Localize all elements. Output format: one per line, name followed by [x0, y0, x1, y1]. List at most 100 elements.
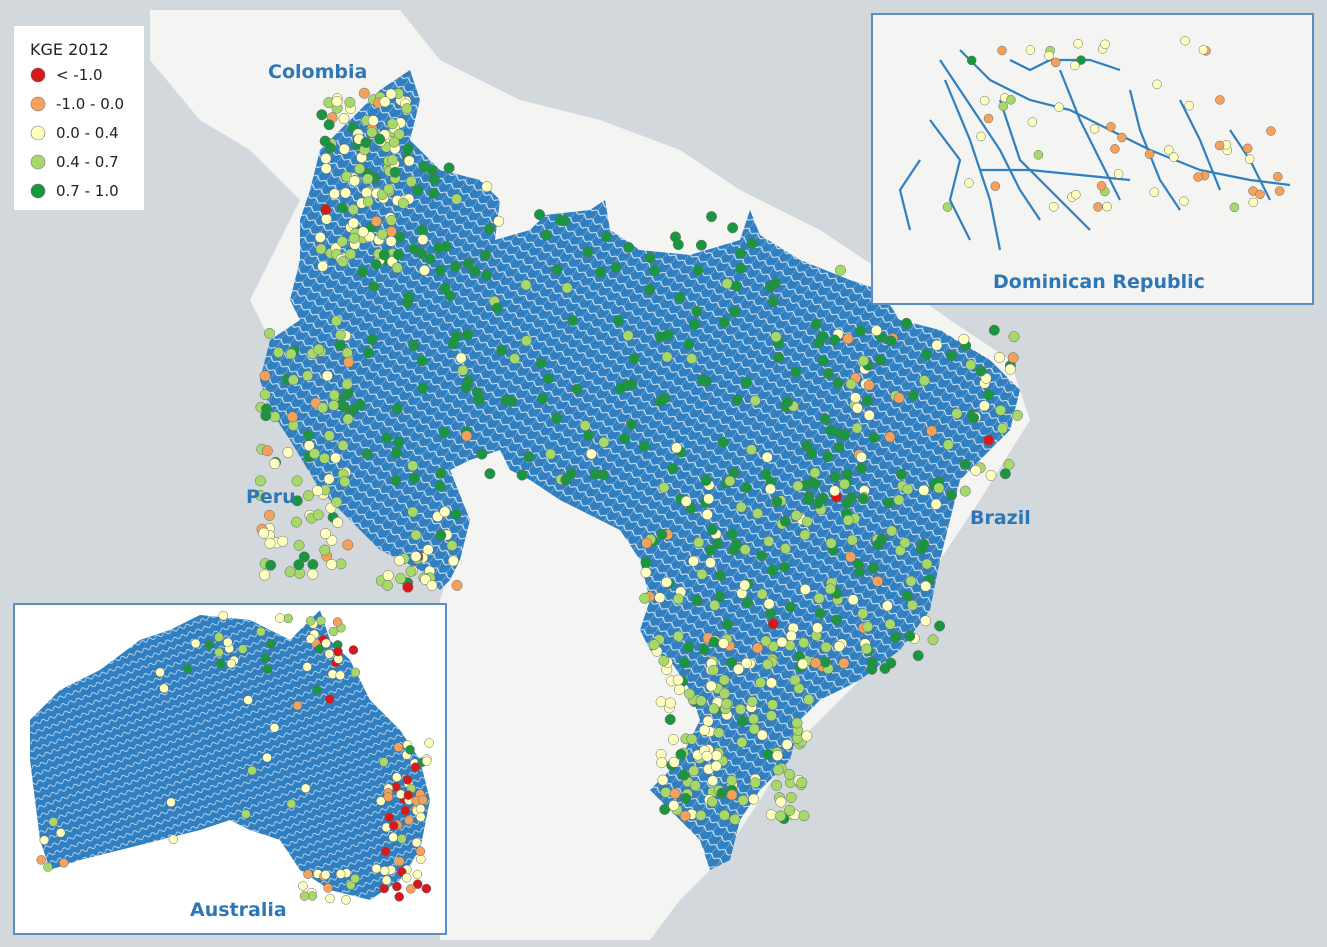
gauge-point	[959, 485, 971, 497]
gauge-point	[907, 390, 919, 401]
gauge-point	[857, 493, 869, 505]
gauge-point	[920, 580, 932, 592]
gauge-point	[39, 835, 50, 845]
gauge-point	[241, 809, 251, 819]
gauge-point	[360, 137, 372, 148]
gauge-point	[315, 243, 327, 255]
gauge-point	[762, 658, 774, 670]
gauge-point	[884, 618, 896, 630]
gauge-point	[283, 613, 293, 624]
gauge-point	[1149, 187, 1160, 197]
gauge-point	[298, 551, 310, 563]
gauge-point	[885, 335, 897, 347]
gauge-point	[505, 395, 517, 407]
gauge-point	[259, 370, 271, 382]
gauge-point	[951, 408, 963, 420]
gauge-point	[904, 630, 916, 642]
gauge-point	[833, 640, 845, 652]
gauge-point	[1076, 55, 1086, 65]
gauge-point	[742, 597, 754, 609]
gauge-point	[680, 495, 692, 507]
gauge-point	[376, 228, 388, 240]
gauge-point	[1242, 143, 1253, 154]
gauge-point	[338, 143, 350, 155]
gauge-point	[933, 482, 945, 494]
gauge-point	[876, 533, 888, 545]
gauge-point	[855, 463, 867, 474]
gauge-point	[697, 374, 708, 386]
gauge-point	[481, 181, 493, 193]
gauge-point	[780, 543, 791, 554]
gauge-point	[417, 234, 429, 246]
gauge-point	[434, 264, 446, 276]
gauge-point	[319, 452, 330, 464]
gauge-point	[708, 664, 719, 676]
gauge-point	[796, 777, 808, 788]
gauge-point	[400, 805, 411, 816]
gauge-point	[696, 568, 708, 580]
gauge-point	[417, 382, 429, 394]
gauge-point	[166, 797, 176, 808]
gauge-point	[1184, 100, 1195, 111]
gauge-point	[640, 566, 652, 578]
gauge-point	[405, 565, 417, 577]
gauge-point	[264, 537, 276, 549]
gauge-point	[386, 118, 398, 130]
gauge-point	[669, 788, 681, 800]
gauge-point	[1117, 132, 1127, 143]
gauge-point	[380, 846, 391, 857]
gauge-point	[626, 419, 637, 430]
gauge-point	[718, 809, 730, 821]
legend-label: < -1.0	[56, 66, 103, 84]
gauge-point	[691, 305, 703, 317]
gauge-point	[362, 196, 374, 208]
gauge-point	[392, 772, 402, 782]
gauge-point	[1255, 189, 1265, 200]
gauge-point	[628, 353, 640, 365]
gauge-point	[901, 317, 912, 329]
gauge-point	[421, 756, 432, 766]
gauge-point	[1266, 126, 1276, 136]
gauge-point	[334, 329, 346, 341]
gauge-point	[328, 399, 340, 411]
gauge-point	[766, 677, 777, 689]
gauge-point	[921, 558, 933, 570]
gauge-point	[254, 489, 266, 501]
gauge-point	[345, 248, 357, 260]
gauge-point	[737, 794, 749, 806]
gauge-point	[397, 834, 407, 844]
gauge-point	[320, 163, 332, 174]
label-brazil: Brazil	[970, 507, 1031, 529]
gauge-point	[387, 154, 398, 166]
gauge-point	[215, 659, 226, 669]
gauge-point	[654, 331, 666, 343]
gauge-point	[451, 579, 463, 591]
gauge-point	[829, 471, 841, 483]
gauge-point	[918, 484, 930, 496]
gauge-point	[895, 468, 907, 480]
gauge-point	[521, 335, 532, 347]
gauge-point	[803, 694, 815, 706]
gauge-point	[214, 632, 224, 642]
gauge-point	[418, 795, 428, 805]
gauge-point	[312, 685, 322, 695]
gauge-point	[764, 483, 776, 495]
gauge-point	[493, 215, 505, 227]
gauge-point	[763, 535, 775, 547]
legend-label: 0.4 - 0.7	[56, 153, 119, 171]
gauge-point	[410, 762, 421, 772]
label-colombia: Colombia	[268, 61, 367, 83]
gauge-point	[336, 236, 348, 247]
gauge-point	[395, 856, 405, 867]
gauge-point	[1274, 186, 1285, 196]
gauge-point	[983, 434, 995, 446]
legend-swatch	[30, 183, 46, 199]
gauge-point	[328, 626, 339, 637]
gauge-point	[1244, 154, 1255, 164]
gauge-point	[275, 613, 285, 623]
gauge-point	[988, 324, 1000, 336]
gauge-point	[368, 281, 380, 293]
gauge-point	[416, 355, 428, 367]
gauge-point	[292, 700, 303, 711]
gauge-point	[978, 400, 990, 412]
